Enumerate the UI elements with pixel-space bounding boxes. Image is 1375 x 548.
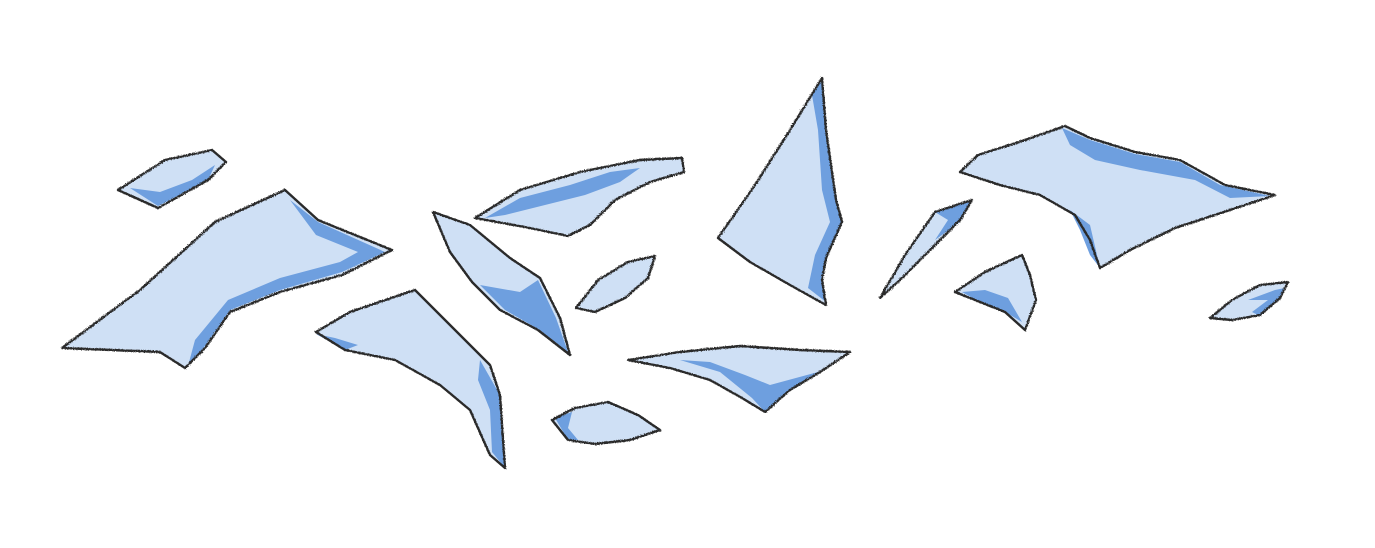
glass-shard [953, 253, 1038, 332]
glass-shard [958, 124, 1277, 270]
glass-shard [716, 76, 844, 307]
glass-shard [314, 288, 507, 470]
glass-shard [878, 198, 974, 300]
glass-shard [626, 344, 852, 414]
glass-shard [116, 148, 228, 210]
glass-shard [550, 400, 662, 446]
glass-shard [574, 254, 657, 314]
glass-shard [60, 188, 394, 370]
glass-shard [431, 210, 572, 357]
glass-shard [1208, 280, 1290, 322]
glass-shard [473, 156, 686, 238]
